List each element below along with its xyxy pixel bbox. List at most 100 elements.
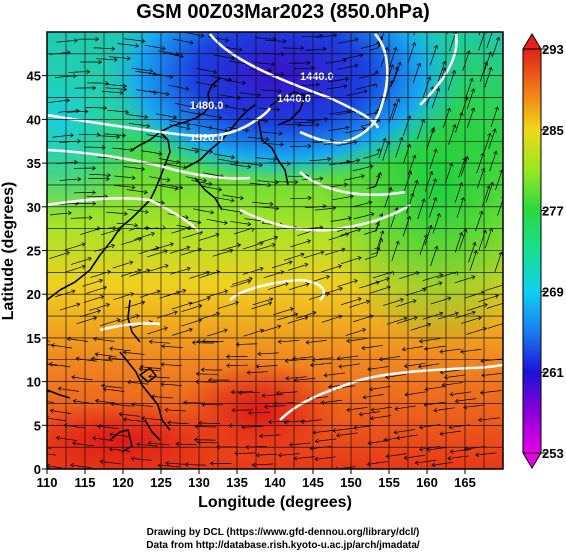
streamline-arrowhead (200, 33, 205, 38)
streamline (429, 45, 438, 66)
streamline-arrowhead (247, 221, 252, 227)
streamline-arrowhead (209, 461, 214, 466)
streamline (123, 351, 145, 355)
streamline-arrowhead (477, 315, 482, 321)
streamline (195, 67, 217, 73)
streamline-arrowhead (92, 85, 97, 91)
streamline (294, 377, 316, 381)
streamline-arrowhead (440, 12, 444, 16)
streamline (64, 243, 86, 251)
streamline (198, 233, 220, 241)
streamline-arrowhead (392, 102, 397, 107)
streamline-arrowhead (153, 90, 158, 95)
streamline (123, 166, 145, 170)
streamline (360, 118, 380, 127)
x-axis-ticks: 110 115 120 125 130 135 140 145 150 155 160 165 (37, 469, 476, 490)
streamline (155, 113, 177, 118)
streamline-arrowhead (322, 46, 327, 52)
streamline-arrowhead (439, 311, 444, 317)
streamline (346, 90, 368, 96)
streamline-arrowhead (345, 125, 350, 131)
streamline (290, 240, 311, 248)
streamline (213, 196, 235, 202)
streamline-arrowhead (362, 394, 367, 400)
streamline-arrowhead (215, 232, 220, 238)
streamline (95, 353, 117, 357)
streamline (287, 316, 308, 324)
streamline-arrowhead (158, 151, 163, 156)
streamline-arrowhead (123, 211, 128, 217)
streamline-arrowhead (256, 92, 261, 98)
streamline-arrowhead (314, 456, 319, 462)
streamline-arrowhead (411, 154, 417, 159)
streamline-arrowhead (150, 231, 155, 237)
contour-label: 1440.0 (300, 71, 334, 83)
streamline (261, 131, 283, 134)
streamline (391, 241, 399, 262)
streamline-arrowhead (230, 389, 235, 395)
streamline (284, 420, 306, 423)
streamline-arrowhead (28, 427, 31, 431)
streamline-arrowhead (372, 83, 378, 88)
streamline (106, 211, 128, 215)
streamline-arrowhead (75, 108, 80, 114)
streamline (218, 158, 239, 163)
streamline-arrowhead (337, 264, 343, 269)
streamline (328, 126, 349, 132)
streamline (144, 44, 166, 50)
streamline-arrowhead (116, 318, 121, 323)
streamline-arrowhead (173, 114, 178, 120)
streamline-arrowhead (504, 321, 508, 325)
streamline-arrowhead (427, 322, 432, 328)
streamline (267, 282, 289, 290)
streamline-arrowhead (327, 384, 332, 389)
streamline (396, 316, 418, 324)
streamline-arrowhead (250, 227, 255, 233)
streamline-arrowhead (487, 51, 493, 56)
streamline-arrowhead (230, 198, 235, 203)
streamline-arrowhead (186, 245, 191, 251)
streamline (327, 78, 349, 83)
streamline-arrowhead (156, 289, 161, 295)
streamline-arrowhead (107, 355, 112, 361)
streamline (431, 462, 453, 466)
streamline (359, 281, 380, 289)
streamline (427, 127, 435, 148)
streamline-arrowhead (245, 127, 250, 133)
colorbar-tick-label: 293 (542, 42, 564, 57)
streamline (175, 103, 196, 108)
streamline-arrowhead (122, 417, 127, 422)
streamline-arrowhead (166, 177, 171, 183)
streamline-arrowhead (464, 155, 469, 161)
streamline (367, 461, 389, 465)
contour-label: 1480.0 (190, 100, 224, 112)
streamline-arrowhead (122, 133, 127, 138)
streamline-arrowhead (96, 309, 101, 314)
x-tick-label: 160 (416, 475, 438, 490)
x-tick-label: 110 (37, 475, 58, 490)
streamline-arrowhead (259, 266, 264, 272)
streamline-arrowhead (95, 36, 100, 42)
streamline (181, 304, 202, 312)
streamline-arrowhead (49, 408, 54, 414)
streamline (149, 341, 171, 344)
streamline-arrowhead (469, 77, 474, 82)
streamline (292, 356, 314, 360)
streamline (424, 345, 446, 350)
streamline-arrowhead (369, 164, 374, 169)
streamline-arrowhead (161, 46, 166, 51)
streamline-arrowhead (267, 182, 272, 188)
streamline (242, 242, 264, 250)
streamline (424, 171, 433, 192)
streamline (336, 141, 358, 147)
streamline-arrowhead (480, 290, 485, 295)
streamline-arrowhead (324, 117, 329, 122)
y-tick-label: 30 (27, 200, 41, 215)
streamline-arrowhead (503, 301, 507, 305)
y-axis-ticks: 0 5 10 15 20 25 30 35 40 45 (27, 69, 47, 477)
streamline (206, 329, 228, 337)
streamline-arrowhead (186, 125, 191, 131)
streamline-arrowhead (384, 46, 389, 51)
streamline (360, 40, 380, 49)
